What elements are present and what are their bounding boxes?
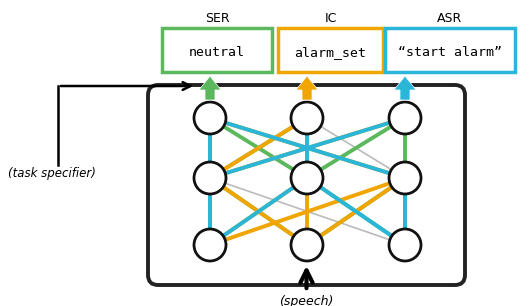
Text: “start alarm”: “start alarm” — [398, 46, 502, 59]
Text: alarm_set: alarm_set — [295, 46, 367, 59]
FancyBboxPatch shape — [162, 28, 272, 72]
FancyBboxPatch shape — [385, 28, 515, 72]
Polygon shape — [199, 76, 221, 100]
Circle shape — [194, 162, 226, 194]
Circle shape — [291, 162, 323, 194]
Polygon shape — [296, 76, 318, 100]
Circle shape — [291, 102, 323, 134]
Circle shape — [194, 102, 226, 134]
FancyBboxPatch shape — [148, 85, 465, 285]
Circle shape — [291, 229, 323, 261]
Polygon shape — [394, 76, 416, 100]
Text: neutral: neutral — [189, 46, 245, 59]
Text: ASR: ASR — [437, 12, 463, 25]
Text: IC: IC — [324, 12, 337, 25]
Circle shape — [194, 229, 226, 261]
FancyBboxPatch shape — [278, 28, 383, 72]
Text: SER: SER — [205, 12, 229, 25]
Circle shape — [389, 229, 421, 261]
Circle shape — [389, 162, 421, 194]
Text: (task specifier): (task specifier) — [8, 167, 96, 180]
Text: (speech): (speech) — [279, 295, 334, 306]
Circle shape — [389, 102, 421, 134]
